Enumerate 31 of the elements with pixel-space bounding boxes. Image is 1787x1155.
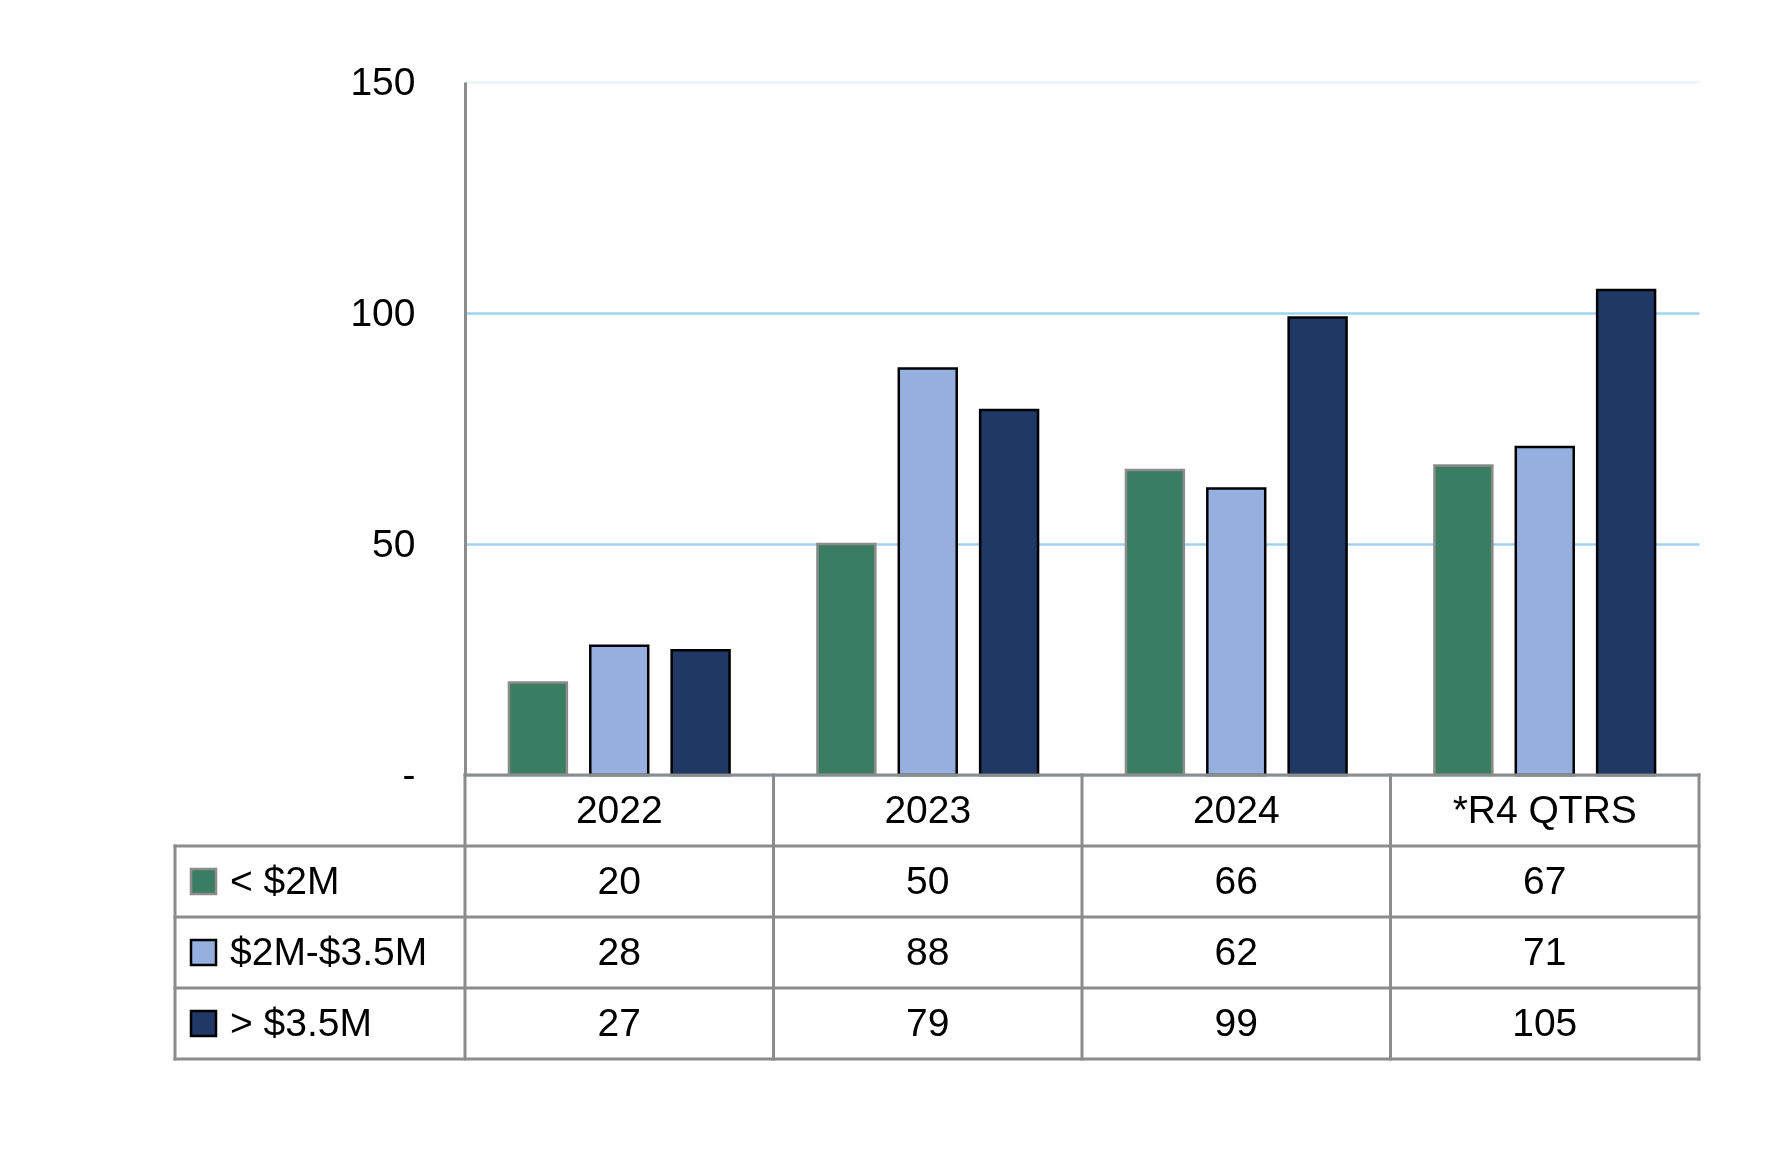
- data-label: 28: [597, 929, 641, 973]
- data-label: 20: [597, 858, 641, 902]
- bar: [978, 408, 1040, 777]
- bar: [670, 649, 731, 777]
- x-tick-label: 2023: [884, 787, 972, 831]
- bar: [897, 367, 958, 777]
- data-label: 66: [1214, 858, 1258, 902]
- x-tick-label: 2024: [1192, 787, 1280, 831]
- bar: [1287, 316, 1348, 777]
- legend-label: $2M-$3.5M: [230, 929, 428, 973]
- data-label: 50: [906, 858, 950, 902]
- legend-label: > $3.5M: [230, 1000, 373, 1044]
- bar: [1514, 445, 1575, 777]
- bar: [1206, 487, 1267, 777]
- x-tick-label: *R4 QTRS: [1452, 787, 1637, 831]
- bar: [589, 644, 650, 777]
- data-label: 99: [1214, 1000, 1258, 1044]
- legend-label: < $2M: [230, 858, 340, 902]
- data-label: 105: [1512, 1000, 1578, 1044]
- data-label: 67: [1523, 858, 1567, 902]
- y-tick-label: -: [402, 752, 416, 796]
- data-label: 79: [906, 1000, 950, 1044]
- y-tick-label: 150: [350, 59, 416, 103]
- data-label: 71: [1523, 929, 1567, 973]
- y-tick-label: 50: [372, 521, 416, 565]
- data-label: 62: [1214, 929, 1258, 973]
- data-label: 88: [906, 929, 950, 973]
- bar: [1595, 288, 1657, 777]
- x-tick-label: 2022: [575, 787, 663, 831]
- data-label: 27: [597, 1000, 641, 1044]
- y-tick-label: 100: [350, 290, 416, 334]
